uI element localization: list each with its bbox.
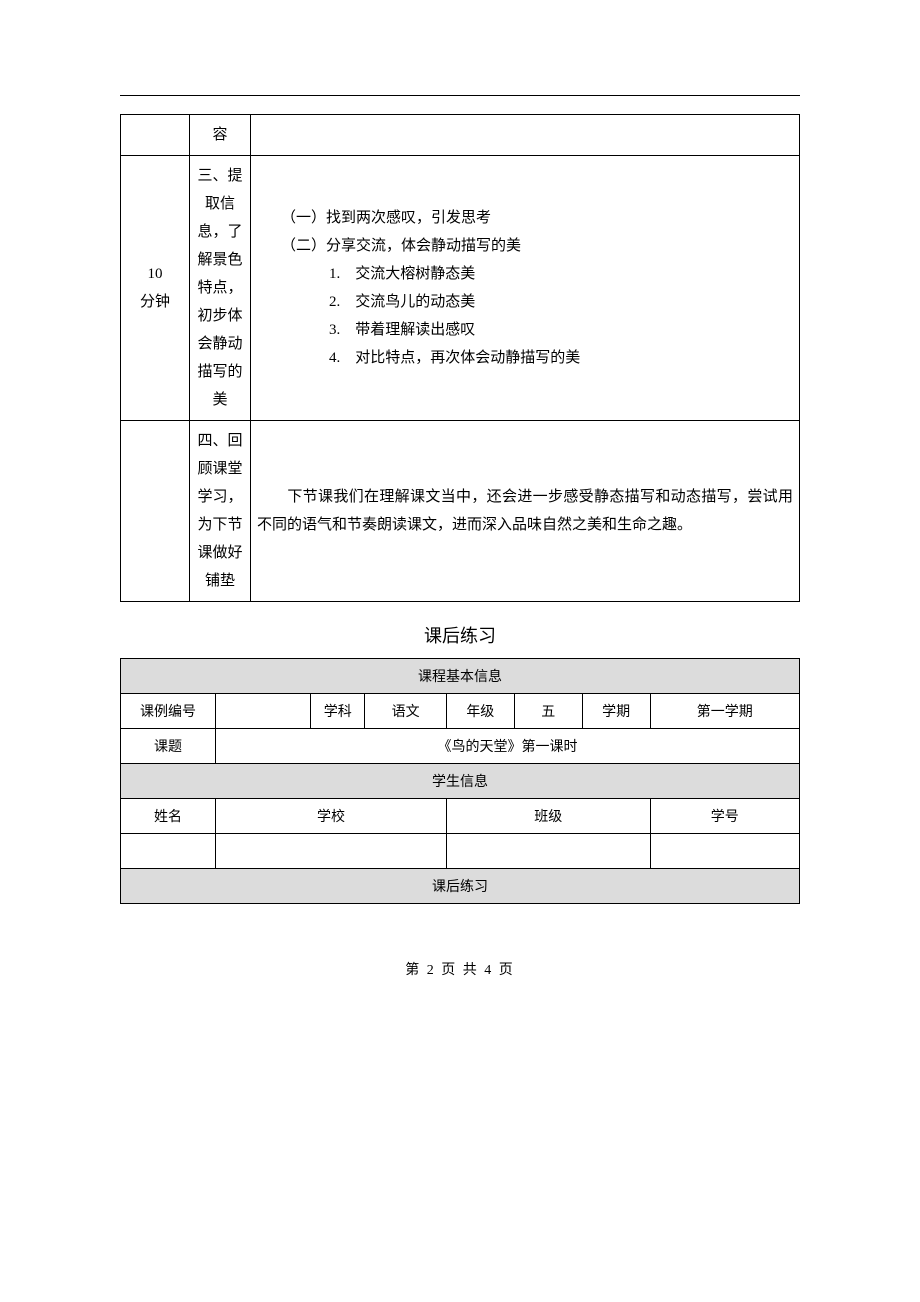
- cell-content: 下节课我们在理解课文当中，还会进一步感受静态描写和动态描写，尝试用不同的语气和节…: [251, 421, 800, 602]
- value-course-id: [216, 694, 311, 729]
- table-row: 课例编号 学科 语文 年级 五 学期 第一学期: [121, 694, 800, 729]
- cell-topic: 三、提取信息，了解景色特点，初步体会静动描写的美: [190, 156, 251, 421]
- cell-content: [251, 115, 800, 156]
- table-row: 姓名 学校 班级 学号: [121, 799, 800, 834]
- content-line: （一）找到两次感叹，引发思考: [257, 204, 793, 232]
- table-row: 容: [121, 115, 800, 156]
- label-student-no: 学号: [650, 799, 799, 834]
- table-row: 四、回顾课堂学习，为下节课做好铺垫 下节课我们在理解课文当中，还会进一步感受静态…: [121, 421, 800, 602]
- cell-time: 10 分钟: [121, 156, 190, 421]
- label-term: 学期: [582, 694, 650, 729]
- content-paragraph: 下节课我们在理解课文当中，还会进一步感受静态描写和动态描写，尝试用不同的语气和节…: [257, 489, 793, 533]
- table-row: 学生信息: [121, 764, 800, 799]
- cell-topic: 四、回顾课堂学习，为下节课做好铺垫: [190, 421, 251, 602]
- header-course-basic-info: 课程基本信息: [121, 659, 800, 694]
- cell-time: [121, 115, 190, 156]
- label-course-id: 课例编号: [121, 694, 216, 729]
- content-item: 1. 交流大榕树静态美: [257, 260, 793, 288]
- header-student-info: 学生信息: [121, 764, 800, 799]
- table-row: [121, 834, 800, 869]
- value-class: [446, 834, 650, 869]
- content-item: 3. 带着理解读出感叹: [257, 316, 793, 344]
- value-title: 《鸟的天堂》第一课时: [216, 729, 800, 764]
- cell-content: （一）找到两次感叹，引发思考 （二）分享交流，体会静动描写的美 1. 交流大榕树…: [251, 156, 800, 421]
- value-term: 第一学期: [650, 694, 799, 729]
- cell-topic: 容: [190, 115, 251, 156]
- label-grade: 年级: [446, 694, 514, 729]
- value-grade: 五: [514, 694, 582, 729]
- content-item: 4. 对比特点，再次体会动静描写的美: [257, 344, 793, 372]
- value-name: [121, 834, 216, 869]
- value-student-no: [650, 834, 799, 869]
- content-item: 2. 交流鸟儿的动态美: [257, 288, 793, 316]
- label-class: 班级: [446, 799, 650, 834]
- header-after-class: 课后练习: [121, 869, 800, 904]
- label-title: 课题: [121, 729, 216, 764]
- label-subject: 学科: [311, 694, 365, 729]
- table-row: 课题 《鸟的天堂》第一课时: [121, 729, 800, 764]
- lesson-plan-table: 容 10 分钟 三、提取信息，了解景色特点，初步体会静动描写的美 （一）找到两次…: [120, 114, 800, 602]
- section-title: 课后练习: [120, 622, 800, 648]
- table-row: 10 分钟 三、提取信息，了解景色特点，初步体会静动描写的美 （一）找到两次感叹…: [121, 156, 800, 421]
- label-school: 学校: [216, 799, 447, 834]
- cell-time: [121, 421, 190, 602]
- time-unit: 分钟: [127, 288, 183, 316]
- content-line: （二）分享交流，体会静动描写的美: [257, 232, 793, 260]
- page-footer: 第 2 页 共 4 页: [120, 959, 800, 979]
- label-name: 姓名: [121, 799, 216, 834]
- course-info-table: 课程基本信息 课例编号 学科 语文 年级 五 学期 第一学期 课题 《鸟的天堂》…: [120, 658, 800, 904]
- table-row: 课后练习: [121, 869, 800, 904]
- value-school: [216, 834, 447, 869]
- time-value: 10: [127, 260, 183, 288]
- value-subject: 语文: [365, 694, 446, 729]
- table-row: 课程基本信息: [121, 659, 800, 694]
